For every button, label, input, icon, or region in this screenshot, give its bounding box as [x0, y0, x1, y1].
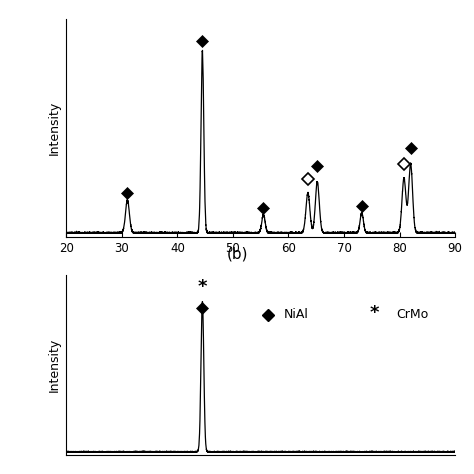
Text: NiAl: NiAl	[284, 308, 309, 321]
Text: *: *	[198, 278, 207, 296]
Y-axis label: Intensity: Intensity	[48, 101, 61, 155]
Text: (b): (b)	[226, 246, 248, 261]
Text: *: *	[370, 304, 379, 322]
Y-axis label: Intensity: Intensity	[48, 338, 61, 392]
Text: CrMo: CrMo	[397, 308, 429, 321]
